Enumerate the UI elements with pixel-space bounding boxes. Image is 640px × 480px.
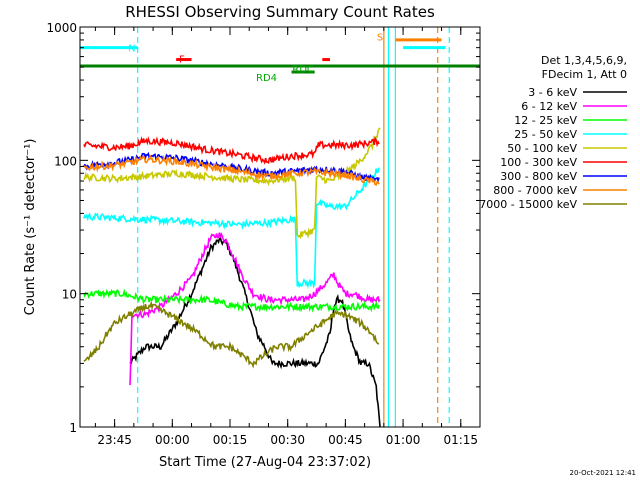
legend-header-line-2: FDecim 1, Att 0: [542, 68, 627, 81]
x-axis: 23:45 00:00 00:15 00:30 00:45 01:00 01:15: [94, 27, 481, 447]
x-tick-label: 00:00: [155, 433, 190, 447]
y-tick-label: 10: [62, 288, 77, 302]
x-tick-label: 01:15: [443, 433, 478, 447]
legend-label: 300 - 800 keV: [500, 170, 577, 183]
timestamp: 20-Oct-2021 12:41: [570, 469, 636, 477]
flag-label: RDC: [292, 64, 314, 75]
y-tick-label: 100: [54, 154, 77, 168]
legend: Det 1,3,4,5,6,9, FDecim 1, Att 0 3 - 6 k…: [479, 54, 627, 211]
x-axis-label: Start Time (27-Aug-04 23:37:02): [159, 455, 371, 470]
legend-label: 800 - 7000 keV: [493, 184, 577, 197]
y-axis: 1 10 100 1000: [46, 21, 480, 435]
legend-label: 6 - 12 keV: [521, 100, 577, 113]
legend-label: 3 - 6 keV: [528, 86, 577, 99]
plot-area: N F RDC RD4 S: [80, 27, 480, 428]
y-tick-label: 1: [69, 421, 77, 435]
x-tick-label: 00:45: [328, 433, 363, 447]
legend-label: 50 - 100 keV: [507, 142, 577, 155]
legend-label: 7000 - 15000 keV: [479, 198, 577, 211]
x-tick-label: 00:30: [270, 433, 305, 447]
x-tick-label: 00:15: [213, 433, 248, 447]
flag-label: F: [179, 55, 185, 66]
y-tick-label: 1000: [46, 21, 77, 35]
legend-label: 25 - 50 keV: [514, 128, 577, 141]
legend-label: 12 - 25 keV: [514, 114, 577, 127]
series-line: [83, 127, 381, 240]
x-tick-label: 23:45: [97, 433, 132, 447]
chart-title: RHESSI Observing Summary Count Rates: [125, 3, 435, 21]
flag-label: RD4: [256, 73, 277, 84]
flag-label: S: [377, 32, 383, 43]
flag-label: N: [128, 44, 135, 55]
series-line: [129, 236, 381, 428]
plot-frame: [79, 26, 481, 428]
legend-label: 100 - 300 keV: [500, 156, 577, 169]
y-axis-label: Count Rate (s⁻¹ detector⁻¹): [23, 139, 38, 316]
x-tick-label: 01:00: [386, 433, 421, 447]
legend-header-line-1: Det 1,3,4,5,6,9,: [541, 54, 627, 67]
